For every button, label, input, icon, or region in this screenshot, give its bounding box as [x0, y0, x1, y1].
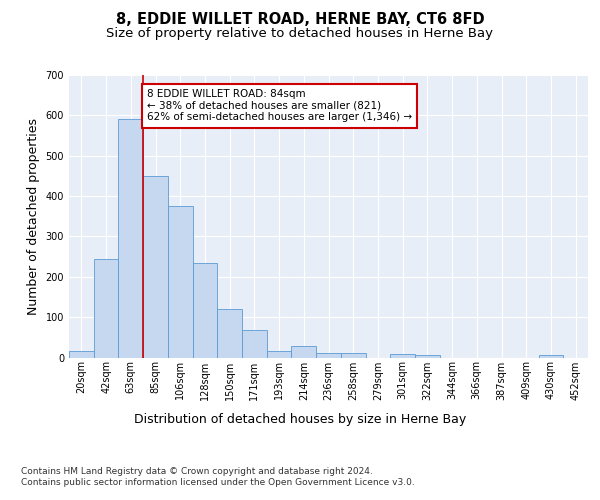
Bar	[69, 352, 94, 358]
Y-axis label: Number of detached properties: Number of detached properties	[27, 118, 40, 315]
Bar	[539, 356, 563, 358]
Text: 8, EDDIE WILLET ROAD, HERNE BAY, CT6 8FD: 8, EDDIE WILLET ROAD, HERNE BAY, CT6 8FD	[116, 12, 484, 28]
Bar	[193, 262, 217, 358]
Bar	[217, 309, 242, 358]
Bar	[341, 354, 365, 358]
Bar	[143, 176, 168, 358]
Bar	[292, 346, 316, 358]
Text: Distribution of detached houses by size in Herne Bay: Distribution of detached houses by size …	[134, 412, 466, 426]
Bar	[415, 356, 440, 358]
Text: 8 EDDIE WILLET ROAD: 84sqm
← 38% of detached houses are smaller (821)
62% of sem: 8 EDDIE WILLET ROAD: 84sqm ← 38% of deta…	[147, 89, 412, 122]
Bar	[316, 353, 341, 358]
Bar	[267, 350, 292, 358]
Bar	[390, 354, 415, 358]
Bar	[242, 330, 267, 357]
Bar	[168, 206, 193, 358]
Text: Contains HM Land Registry data © Crown copyright and database right 2024.
Contai: Contains HM Land Registry data © Crown c…	[21, 468, 415, 487]
Bar	[118, 120, 143, 358]
Text: Size of property relative to detached houses in Herne Bay: Size of property relative to detached ho…	[107, 28, 493, 40]
Bar	[94, 258, 118, 358]
